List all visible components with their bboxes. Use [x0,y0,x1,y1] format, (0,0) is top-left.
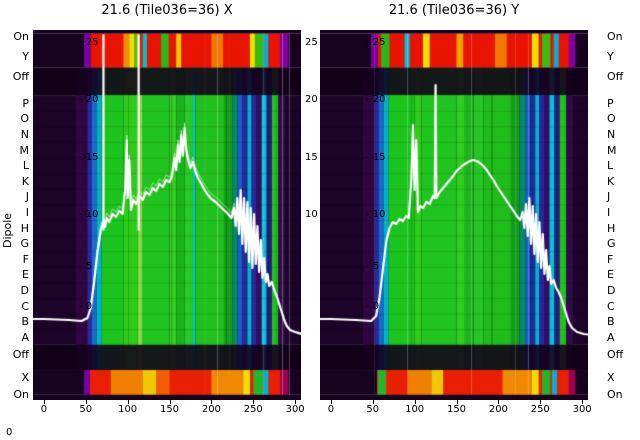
dipole-row-label-right: A [607,331,615,344]
dipole-row-label-left: N [20,128,29,141]
dipole-row-label-right: H [607,222,616,235]
value-tick-label: - 25 [79,37,99,48]
dipole-row-label-right: On [607,388,623,401]
value-tick-label-right: 20 [305,94,318,105]
dipole-row-label-right: F [607,253,614,266]
x-tick-label: 300 [572,404,592,415]
x-tick-mark [43,400,45,404]
dipole-row-label-left: G [20,237,29,250]
value-tick-label: - 20 [79,94,99,105]
panel-title-y: 21.6 (Tile036=36) Y [388,3,520,18]
x-tick-label: 0 [327,404,335,415]
dipole-row-label-left: P [22,97,29,110]
x-tick-mark [456,400,458,404]
dipole-row-label-left: F [22,253,29,266]
corner-label: 0 [6,427,13,438]
x-tick-mark [253,400,255,404]
dipole-row-label-right: K [607,175,615,188]
value-tick-label: - 25 [366,37,386,48]
dipole-row-label-right: N [607,128,616,141]
dipole-row-label-left: C [21,300,29,313]
x-tick-mark [211,400,213,404]
dipole-row-label-right: Y [607,50,614,63]
dipole-row-label-left: A [21,331,29,344]
dipole-row-label-right: X [607,371,615,384]
heatmap-canvas-x [33,30,301,400]
dipole-row-label-left: B [21,315,29,328]
dipole-row-label-right: B [607,315,615,328]
value-tick-label: - 5 [79,261,93,272]
dipole-row-label-left: K [21,175,29,188]
dipole-row-label-left: Off [12,70,29,83]
dipole-row-label-left: On [13,388,29,401]
value-tick-label: - 20 [366,94,386,105]
value-tick-label: - 0 [79,301,93,312]
dipole-row-label-right: On [607,30,623,43]
dipole-row-label-left: Y [22,50,29,63]
dipole-row-label-left: D [20,284,29,297]
dipole-row-label-left: Off [12,348,29,361]
dipole-row-label-right: Off [607,348,624,361]
x-tick-label: 100 [118,404,138,415]
value-tick-label: - 5 [366,261,380,272]
x-tick-mark [169,400,171,404]
x-tick-mark [372,400,374,404]
dipole-row-label-left: M [19,144,30,157]
x-tick-label: 150 [446,404,467,415]
dipole-row-label-right: G [607,237,616,250]
value-tick-label: - 10 [366,209,386,220]
x-tick-mark [330,400,332,404]
dipole-row-label-right: J [607,190,611,203]
x-tick-mark [540,400,542,404]
dipole-row-label-right: M [607,144,617,157]
x-tick-label: 50 [366,404,380,415]
dipole-row-label-left: J [25,190,29,203]
x-tick-label: 50 [79,404,93,415]
x-tick-label: 100 [405,404,425,415]
x-tick-label: 200 [201,404,221,415]
x-tick-label: 200 [488,404,508,415]
dipole-row-label-right: Off [607,70,624,83]
dipole-row-label-right: C [607,300,615,313]
panel-title-x: 21.6 (Tile036=36) X [101,3,233,18]
dipole-row-label-right: O [607,112,616,125]
x-tick-mark [582,400,584,404]
value-tick-label: - 0 [366,301,380,312]
dipole-row-label-left: I [25,206,29,219]
dipole-row-label-right: E [607,268,614,281]
dipole-row-label-right: I [607,206,611,219]
dipole-row-label-left: H [20,222,29,235]
dipole-row-label-left: L [22,159,29,172]
dipole-row-label-left: On [13,30,29,43]
x-tick-mark [295,400,297,404]
x-tick-label: 250 [530,404,550,415]
dipole-row-label-right: D [607,284,616,297]
x-tick-mark [85,400,87,404]
dipole-row-label-right: L [607,159,614,172]
x-tick-label: 250 [243,404,263,415]
x-tick-mark [127,400,129,404]
x-tick-mark [498,400,500,404]
x-tick-mark [414,400,416,404]
value-tick-label-right: 15 [305,152,318,163]
value-tick-label-right: 10 [305,209,318,220]
dipole-row-label-right: P [607,97,614,110]
dipole-row-label-left: O [20,112,29,125]
value-tick-label: - 10 [79,209,99,220]
dipole-row-label-left: X [21,371,29,384]
value-tick-label: - 15 [366,152,386,163]
x-tick-label: 0 [40,404,48,415]
dipole-row-label-left: E [22,268,29,281]
heatmap-canvas-y [320,30,588,400]
value-tick-label-right: 25 [305,37,318,48]
x-tick-label: 150 [159,404,180,415]
x-tick-label: 300 [285,404,305,415]
value-tick-label: - 15 [79,152,99,163]
